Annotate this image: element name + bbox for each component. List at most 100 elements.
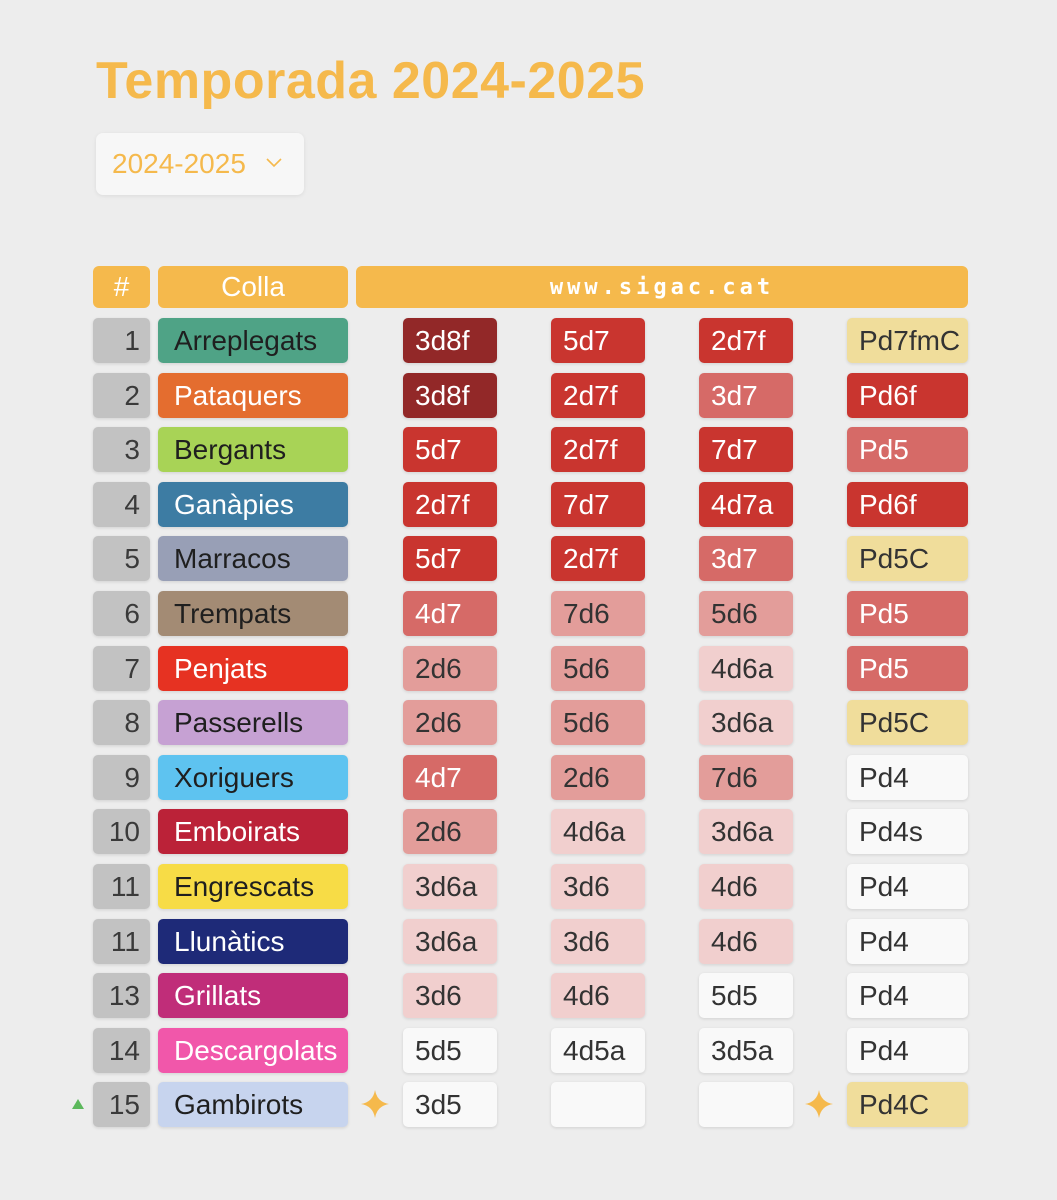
castell-cell: Pd5C: [847, 700, 968, 745]
site-header: www.sigac.cat: [356, 266, 968, 308]
team-cell: Gambirots: [158, 1082, 348, 1127]
castell-cell: 3d6: [551, 919, 645, 964]
castell-cell: 7d7: [551, 482, 645, 527]
castell-cell: 3d7: [699, 373, 793, 418]
castell-cell: 2d6: [551, 755, 645, 800]
castell-cell: 3d6a: [403, 864, 497, 909]
rank-cell: 4: [93, 482, 150, 527]
chevron-down-icon: [266, 158, 282, 168]
castell-cell: Pd4: [847, 864, 968, 909]
castell-cell: 3d5: [403, 1082, 497, 1127]
castell-cell: Pd4: [847, 973, 968, 1018]
team-cell: Xoriguers: [158, 755, 348, 800]
castell-cell: Pd6f: [847, 482, 968, 527]
rank-cell: 14: [93, 1028, 150, 1073]
rank-cell: 9: [93, 755, 150, 800]
team-cell: Engrescats: [158, 864, 348, 909]
castell-cell: 5d7: [403, 427, 497, 472]
castell-cell: 5d6: [551, 646, 645, 691]
team-cell: Trempats: [158, 591, 348, 636]
rank-cell: 7: [93, 646, 150, 691]
team-cell: Llunàtics: [158, 919, 348, 964]
castell-cell: Pd4: [847, 919, 968, 964]
castell-cell: 4d7a: [699, 482, 793, 527]
castell-cell: 4d6a: [551, 809, 645, 854]
castell-cell: Pd4: [847, 1028, 968, 1073]
castell-cell: 2d7f: [699, 318, 793, 363]
castell-cell: 5d6: [551, 700, 645, 745]
castell-cell: [551, 1082, 645, 1127]
castell-cell: 3d6: [551, 864, 645, 909]
rank-cell: 8: [93, 700, 150, 745]
castell-cell: 2d6: [403, 700, 497, 745]
page-title: Temporada 2024-2025: [96, 52, 646, 110]
team-cell: Penjats: [158, 646, 348, 691]
rank-cell: 15: [93, 1082, 150, 1127]
castell-cell: 2d7f: [403, 482, 497, 527]
rank-cell: 3: [93, 427, 150, 472]
castell-cell: 4d6: [699, 864, 793, 909]
rank-cell: 5: [93, 536, 150, 581]
rank-cell: 2: [93, 373, 150, 418]
castell-cell: 7d6: [699, 755, 793, 800]
castell-cell: Pd4C: [847, 1082, 968, 1127]
season-select[interactable]: 2024-2025: [96, 133, 304, 195]
rank-cell: 11: [93, 864, 150, 909]
rank-cell: 11: [93, 919, 150, 964]
castell-cell: Pd4s: [847, 809, 968, 854]
rank-cell: 10: [93, 809, 150, 854]
castell-cell: 3d8f: [403, 318, 497, 363]
team-cell: Emboirats: [158, 809, 348, 854]
castell-cell: 3d6a: [699, 700, 793, 745]
team-cell: Descargolats: [158, 1028, 348, 1073]
castell-cell: 3d7: [699, 536, 793, 581]
castell-cell: 4d6a: [699, 646, 793, 691]
season-select-value: 2024-2025: [112, 148, 246, 179]
castell-cell: 5d7: [403, 536, 497, 581]
castell-cell: 2d6: [403, 646, 497, 691]
team-cell: Marracos: [158, 536, 348, 581]
castell-cell: Pd5: [847, 591, 968, 636]
team-cell: Passerells: [158, 700, 348, 745]
castell-cell: 5d7: [551, 318, 645, 363]
castell-cell: 2d7f: [551, 536, 645, 581]
castell-cell: 4d7: [403, 591, 497, 636]
team-cell: Pataquers: [158, 373, 348, 418]
team-cell: Grillats: [158, 973, 348, 1018]
castell-cell: [699, 1082, 793, 1127]
castell-cell: 7d6: [551, 591, 645, 636]
castell-cell: 4d5a: [551, 1028, 645, 1073]
team-cell: Bergants: [158, 427, 348, 472]
castell-cell: 3d8f: [403, 373, 497, 418]
castell-cell: 2d6: [403, 809, 497, 854]
castell-cell: 4d6: [699, 919, 793, 964]
rank-cell: 1: [93, 318, 150, 363]
castell-cell: 2d7f: [551, 373, 645, 418]
castell-cell: Pd5: [847, 427, 968, 472]
castell-cell: 3d5a: [699, 1028, 793, 1073]
castell-cell: Pd4: [847, 755, 968, 800]
castell-cell: 2d7f: [551, 427, 645, 472]
castell-cell: 7d7: [699, 427, 793, 472]
castell-cell: Pd7fmC: [847, 318, 968, 363]
castell-cell: 5d6: [699, 591, 793, 636]
team-header: Colla: [158, 266, 348, 308]
castell-cell: 3d6: [403, 973, 497, 1018]
castell-cell: 5d5: [403, 1028, 497, 1073]
up-arrow-icon: [72, 1099, 84, 1109]
castell-cell: Pd5C: [847, 536, 968, 581]
castell-cell: Pd6f: [847, 373, 968, 418]
castell-cell: 3d6a: [403, 919, 497, 964]
rank-cell: 13: [93, 973, 150, 1018]
team-cell: Arreplegats: [158, 318, 348, 363]
sparkle-icon: [361, 1090, 389, 1118]
rank-cell: 6: [93, 591, 150, 636]
castell-cell: Pd5: [847, 646, 968, 691]
team-cell: Ganàpies: [158, 482, 348, 527]
castell-cell: 4d7: [403, 755, 497, 800]
castell-cell: 3d6a: [699, 809, 793, 854]
castell-cell: 4d6: [551, 973, 645, 1018]
sparkle-icon: [805, 1090, 833, 1118]
rank-header: #: [93, 266, 150, 308]
castell-cell: 5d5: [699, 973, 793, 1018]
